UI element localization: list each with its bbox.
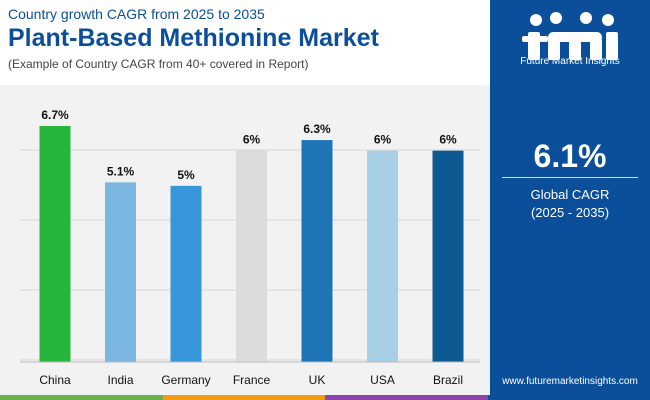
bar-china [39,126,71,362]
global-cagr-label: Global CAGR [530,187,610,202]
x-tick-label-france: France [233,373,271,387]
data-label-india: 5.1% [107,164,135,178]
data-label-france: 6% [243,133,261,147]
bar-india [105,182,136,362]
data-label-china: 6.7% [41,108,69,122]
website-link[interactable]: www.futuremarketinsights.com [502,376,638,387]
bar-france [236,150,267,362]
sidebar: Future Market Insights 6.1% Global CAGR … [490,0,650,400]
footer-segment-blue [487,395,650,400]
x-tick-label-india: India [107,373,133,387]
bar-usa [367,150,398,362]
data-label-germany: 5% [177,168,195,182]
data-label-usa: 6% [374,133,392,147]
bar-germany [170,185,202,362]
divider [502,177,638,178]
x-tick-label-uk: UK [309,373,326,387]
footer-segment-orange [162,395,325,400]
bar-uk [301,140,333,362]
header: Country growth CAGR from 2025 to 2035 Pl… [0,0,490,85]
chart-note: (Example of Country CAGR from 40+ covere… [8,57,309,71]
global-cagr-period: (2025 - 2035) [530,205,610,220]
footer-segment-green [0,395,163,400]
x-tick-label-brazil: Brazil [433,373,463,387]
chart-panel: 6.7% China 5.1% India 5% Germany 6% France 6.3% U… [0,85,490,395]
footer-color-strip [0,395,650,400]
bar-chart: 6.7% China 5.1% India 5% Germany 6% France 6.3% U… [20,108,480,387]
chart-subtitle: Country growth CAGR from 2025 to 2035 [8,6,265,22]
footer-segment-purple [325,395,488,400]
x-tick-label-china: China [39,373,71,387]
brand-name: Future Market Insights [520,56,620,67]
bar-brazil [432,150,464,362]
x-tick-label-usa: USA [370,373,395,387]
fmi-logo-icon [522,12,618,60]
data-label-brazil: 6% [439,133,457,147]
data-label-uk: 6.3% [303,122,331,136]
x-tick-label-germany: Germany [161,373,210,387]
chart-title: Plant-Based Methionine Market [8,24,379,52]
global-cagr-value: 6.1% [533,138,607,174]
